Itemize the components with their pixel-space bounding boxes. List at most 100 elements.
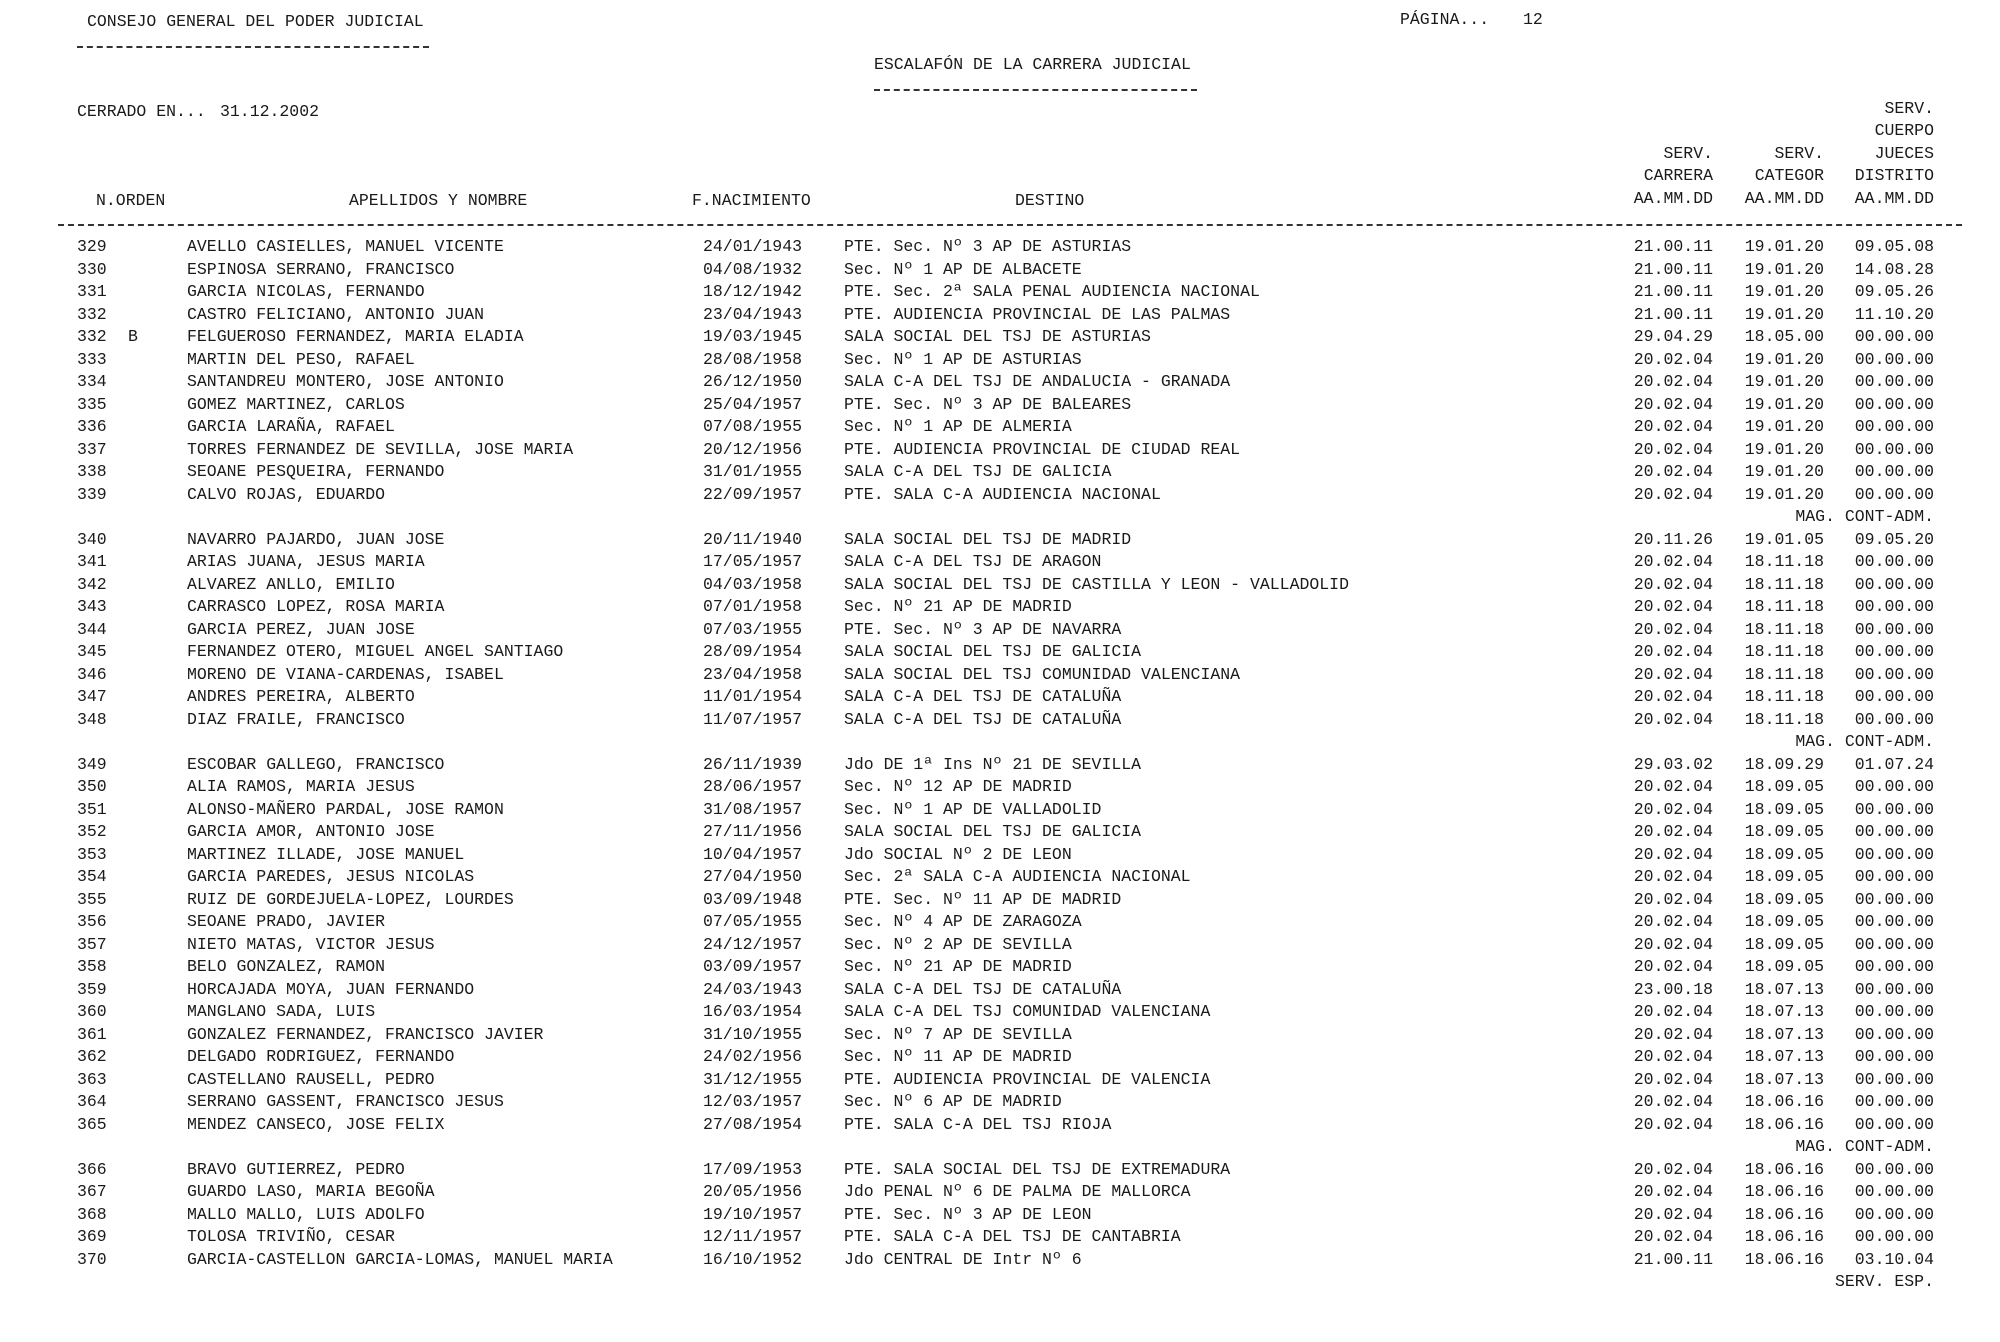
- serv-distrito: 00.00.00: [1854, 349, 1934, 369]
- serv-carrera: 21.00.11: [1633, 1249, 1713, 1269]
- serv-categor: 19.01.20: [1744, 282, 1824, 301]
- full-name: SERRANO GASSENT, FRANCISCO JESUS: [187, 1092, 504, 1111]
- serv-carrera: 21.00.11: [1633, 259, 1713, 279]
- table-row: 364 SERRANO GASSENT, FRANCISCO JESUS 12/03…: [0, 1092, 2000, 1114]
- birth-date: 31/01/1955: [703, 462, 803, 481]
- full-name: ALIA RAMOS, MARIA JESUS: [187, 777, 415, 796]
- serv-carrera: 20.02.04: [1633, 709, 1713, 729]
- table-row: 366 BRAVO GUTIERREZ, PEDRO 17/09/1953 PTE. …: [0, 1160, 2000, 1182]
- table-row: 331 GARCIA NICOLAS, FERNANDO 18/12/1942 PTE…: [0, 282, 2000, 304]
- serv-distrito: 09.05.20: [1854, 529, 1934, 549]
- serv-categor: 19.01.20: [1744, 349, 1824, 369]
- birth-date: 28/09/1954: [703, 642, 803, 661]
- order-number: 335: [77, 394, 107, 414]
- birth-date: 20/12/1956: [703, 439, 803, 459]
- birth-date: 03/09/1957: [703, 957, 803, 976]
- full-name: ESCOBAR GALLEGO, FRANCISCO: [187, 754, 445, 774]
- serv-carrera: 20.02.04: [1633, 1114, 1713, 1134]
- order-number: 332: [77, 327, 107, 346]
- destination: Sec. Nº 11 AP DE MADRID: [844, 1047, 1072, 1066]
- serv-categor: 18.05.00: [1744, 327, 1824, 346]
- full-name: BRAVO GUTIERREZ, PEDRO: [187, 1159, 405, 1179]
- order-number: 344: [77, 619, 107, 639]
- page-label: PÁGINA...: [1400, 10, 1490, 29]
- serv-carrera: 20.02.04: [1633, 642, 1713, 661]
- table-row: 332 CASTRO FELICIANO, ANTONIO JUAN 23/04/1…: [0, 305, 2000, 327]
- serv-carrera: 21.00.11: [1633, 282, 1713, 301]
- serv-carrera: 20.02.04: [1633, 889, 1713, 909]
- note-text: SERV. ESP.: [1834, 1272, 1934, 1291]
- table-row: 343 CARRASCO LOPEZ, ROSA MARIA 07/01/1958 S…: [0, 597, 2000, 619]
- birth-date: 17/09/1953: [703, 1159, 803, 1179]
- serv-categor: 18.11.18: [1744, 687, 1824, 706]
- order-number: 336: [77, 417, 107, 436]
- order-number: 351: [77, 799, 107, 819]
- full-name: AVELLO CASIELLES, MANUEL VICENTE: [187, 237, 504, 256]
- birth-date: 20/11/1940: [703, 529, 803, 549]
- birth-date: 31/12/1955: [703, 1069, 803, 1089]
- serv-carrera: 23.00.18: [1633, 979, 1713, 999]
- destination: PTE. Sec. 2ª SALA PENAL AUDIENCIA NACION…: [844, 282, 1260, 301]
- order-number: 353: [77, 844, 107, 864]
- full-name: GUARDO LASO, MARIA BEGOÑA: [187, 1182, 435, 1201]
- serv-distrito: 00.00.00: [1854, 799, 1934, 819]
- order-number: 334: [77, 372, 107, 391]
- birth-date: 11/01/1954: [703, 687, 803, 706]
- column-header-nacimiento: F.NACIMIENTO: [692, 191, 811, 210]
- table-row: 358 BELO GONZALEZ, RAMON 03/09/1957 Sec. Nº…: [0, 957, 2000, 979]
- table-row: 365 MENDEZ CANSECO, JOSE FELIX 27/08/1954 P…: [0, 1115, 2000, 1137]
- serv-carrera: 20.02.04: [1633, 462, 1713, 481]
- serv-carrera: 20.02.04: [1633, 799, 1713, 819]
- serv-categor: 18.06.16: [1744, 1159, 1824, 1179]
- table-row: 351 ALONSO-MAÑERO PARDAL, JOSE RAMON 31/08…: [0, 800, 2000, 822]
- serv-distrito: 00.00.00: [1854, 912, 1934, 931]
- destination: PTE. AUDIENCIA PROVINCIAL DE CIUDAD REAL: [844, 439, 1241, 459]
- order-number: 341: [77, 552, 107, 571]
- destination: PTE. Sec. Nº 3 AP DE ASTURIAS: [844, 237, 1132, 256]
- destination: SALA SOCIAL DEL TSJ DE GALICIA: [844, 822, 1142, 841]
- note-text: MAG. CONT-ADM.: [1795, 507, 1934, 526]
- serv-distrito: 00.00.00: [1854, 1002, 1934, 1021]
- serv-carrera: 21.00.11: [1633, 237, 1713, 256]
- order-number: 343: [77, 597, 107, 616]
- serv-categor: 18.11.18: [1744, 642, 1824, 661]
- serv-categor: 18.09.05: [1744, 867, 1824, 886]
- full-name: GARCIA AMOR, ANTONIO JOSE: [187, 822, 435, 841]
- table-row: 342 ALVAREZ ANLLO, EMILIO 04/03/1958 SALA S…: [0, 575, 2000, 597]
- serv-categor: 18.11.18: [1744, 552, 1824, 571]
- serv-distrito: 00.00.00: [1854, 642, 1934, 661]
- birth-date: 12/03/1957: [703, 1092, 803, 1111]
- birth-date: 10/04/1957: [703, 844, 803, 864]
- serv-distrito: 00.00.00: [1854, 1182, 1934, 1201]
- table-row: 344 GARCIA PEREZ, JUAN JOSE 07/03/1955 PTE.…: [0, 620, 2000, 642]
- serv-carrera: 20.02.04: [1633, 1069, 1713, 1089]
- order-number: 329: [77, 237, 107, 256]
- table-row: 353 MARTINEZ ILLADE, JOSE MANUEL 10/04/195…: [0, 845, 2000, 867]
- full-name: MARTIN DEL PESO, RAFAEL: [187, 349, 415, 369]
- column-header-categor-1: SERV.: [1774, 144, 1824, 163]
- serv-carrera: 20.02.04: [1633, 484, 1713, 504]
- column-header-distrito-3: JUECES: [1874, 144, 1934, 163]
- table-row: 363 CASTELLANO RAUSELL, PEDRO 31/12/1955 PT…: [0, 1070, 2000, 1092]
- full-name: GONZALEZ FERNANDEZ, FRANCISCO JAVIER: [187, 1024, 544, 1044]
- order-number: 350: [77, 777, 107, 796]
- table-row: 346 MORENO DE VIANA-CARDENAS, ISABEL 23/04…: [0, 665, 2000, 687]
- table-row: 369 TOLOSA TRIVIÑO, CESAR 12/11/1957 PTE. S…: [0, 1227, 2000, 1249]
- serv-distrito: 00.00.00: [1854, 664, 1934, 684]
- order-number: 339: [77, 484, 107, 504]
- birth-date: 07/05/1955: [703, 912, 803, 931]
- destination: SALA C-A DEL TSJ DE ANDALUCIA - GRANADA: [844, 372, 1231, 391]
- destination: SALA SOCIAL DEL TSJ DE CASTILLA Y LEON -…: [844, 574, 1349, 594]
- serv-distrito: 00.00.00: [1854, 934, 1934, 954]
- destination: PTE. Sec. Nº 3 AP DE NAVARRA: [844, 619, 1122, 639]
- destination: PTE. SALA C-A AUDIENCIA NACIONAL: [844, 484, 1161, 504]
- table-row: 368 MALLO MALLO, LUIS ADOLFO 19/10/1957 PTE…: [0, 1205, 2000, 1227]
- order-number: 355: [77, 889, 107, 909]
- full-name: TOLOSA TRIVIÑO, CESAR: [187, 1227, 395, 1246]
- serv-distrito: 00.00.00: [1854, 372, 1934, 391]
- table-row: 335 GOMEZ MARTINEZ, CARLOS 25/04/1957 PTE. …: [0, 395, 2000, 417]
- serv-distrito: 00.00.00: [1854, 417, 1934, 436]
- full-name: ESPINOSA SERRANO, FRANCISCO: [187, 259, 455, 279]
- serv-categor: 18.06.16: [1744, 1092, 1824, 1111]
- section-note: MAG. CONT-ADM.: [0, 1137, 2000, 1159]
